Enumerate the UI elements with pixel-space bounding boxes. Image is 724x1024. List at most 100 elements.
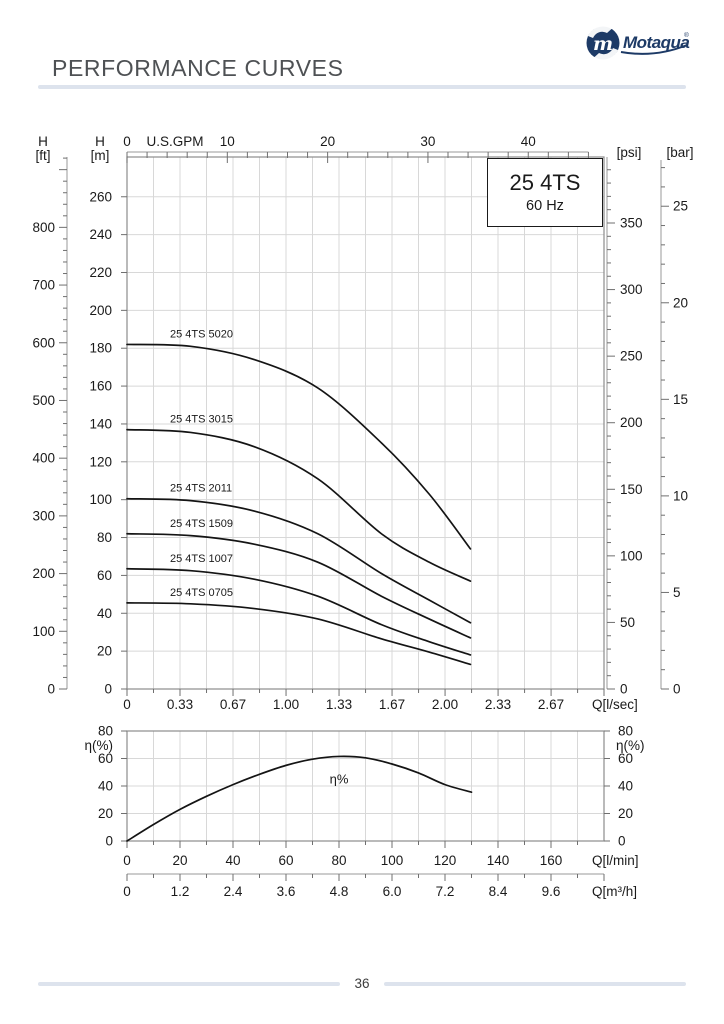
ft-axis-title: H: [38, 134, 48, 149]
gpm-tick-label: 0: [123, 134, 131, 149]
m-tick-label: 240: [89, 227, 112, 242]
gpm-tick-label: 10: [220, 134, 235, 149]
registered-mark: ®: [684, 31, 689, 39]
lsec-tick-label: 1.00: [273, 697, 299, 712]
pump-curve: [126, 567, 472, 656]
m3h-tick-label: 7.2: [436, 884, 455, 899]
lmin-tick-label: 20: [172, 853, 187, 868]
footer-divider-right: [383, 981, 686, 986]
gpm-tick-label: 40: [521, 134, 536, 149]
bar-axis-title: [bar]: [666, 145, 693, 160]
m-tick-label: 40: [97, 606, 112, 621]
brand-name: Motaqua: [623, 33, 689, 52]
m-tick-label: 120: [89, 454, 112, 469]
m3h-axis-title: Q[m³/h]: [592, 884, 637, 899]
gpm-tick-label: 30: [420, 134, 435, 149]
lmin-tick-label: 40: [225, 853, 240, 868]
m3h-tick-label: 4.8: [330, 884, 349, 899]
pump-curve: [126, 497, 472, 624]
eff-tick-label: 80: [98, 724, 113, 739]
brand-logo: m Motaqua ®: [583, 20, 693, 66]
ft-tick-label: 100: [32, 624, 55, 639]
logo-swoosh: [620, 44, 688, 55]
m3h-tick-label: 9.6: [542, 884, 561, 899]
m-tick-label: 160: [89, 379, 112, 394]
eff-tick-label: 80: [618, 724, 633, 739]
psi-tick-label: 250: [620, 349, 643, 364]
m-tick-label: 20: [97, 644, 112, 659]
curve-label: 25 4TS 1509: [170, 518, 233, 530]
curve-label: 25 4TS 3015: [170, 414, 233, 426]
curve-label: 25 4TS 1007: [170, 553, 233, 565]
ft-tick-label: 0: [47, 682, 55, 697]
lsec-tick-label: 2.67: [538, 697, 564, 712]
ft-axis-title: [ft]: [35, 148, 50, 163]
logo-swirl-top: [588, 25, 612, 38]
m-tick-label: 220: [89, 265, 112, 280]
psi-tick-label: 200: [620, 415, 643, 430]
eff-tick-label: 40: [98, 779, 113, 794]
pump-curve: [126, 343, 472, 550]
curve-label: 25 4TS 2011: [170, 483, 232, 495]
brand-logo-svg: m Motaqua ®: [586, 25, 690, 61]
pump-curve: [126, 428, 472, 582]
eff-tick-label: 20: [618, 806, 633, 821]
m3h-tick-label: 1.2: [171, 884, 190, 899]
bar-tick-label: 20: [673, 295, 688, 310]
psi-tick-label: 350: [620, 216, 643, 231]
lsec-tick-label: 1.67: [379, 697, 405, 712]
psi-axis-title: [psi]: [617, 145, 642, 160]
m-axis-title: [m]: [91, 148, 110, 163]
lmin-tick-label: 140: [487, 853, 510, 868]
ft-tick-label: 400: [32, 451, 55, 466]
bar-tick-label: 15: [673, 392, 688, 407]
m-axis-title: H: [95, 134, 105, 149]
lsec-tick-label: 2.00: [432, 697, 458, 712]
lsec-tick-label: 2.33: [485, 697, 511, 712]
bar-tick-label: 25: [673, 199, 688, 214]
eff-axis-title: η(%): [616, 738, 645, 753]
efficiency-curve: [126, 755, 473, 842]
psi-tick-label: 50: [620, 615, 635, 630]
eff-axis-title: η(%): [84, 738, 113, 753]
lsec-axis-title: Q[l/sec]: [592, 697, 638, 712]
m3h-tick-label: 3.6: [277, 884, 296, 899]
page-footer: 36: [38, 976, 686, 991]
m-tick-label: 100: [89, 492, 112, 507]
curve-label: 25 4TS 5020: [170, 328, 233, 340]
ft-tick-label: 500: [32, 393, 55, 408]
logo-swirl-bottom: [594, 48, 618, 61]
footer-divider-left: [38, 981, 341, 986]
gpm-axis-title: U.S.GPM: [146, 134, 203, 149]
eff-tick-label: 0: [105, 834, 113, 849]
pump-curve: [126, 602, 472, 666]
psi-tick-label: 300: [620, 282, 643, 297]
pump-curve: [126, 532, 472, 639]
ft-tick-label: 700: [32, 278, 55, 293]
gpm-tick-label: 20: [320, 134, 335, 149]
page-number: 36: [354, 976, 370, 991]
bar-tick-label: 0: [673, 682, 681, 697]
lmin-axis-title: Q[l/min]: [592, 853, 639, 868]
psi-tick-label: 150: [620, 482, 643, 497]
model-box: 25 4TS 60 Hz: [487, 158, 603, 227]
ft-tick-label: 800: [32, 220, 55, 235]
lmin-tick-label: 120: [434, 853, 457, 868]
ft-tick-label: 600: [32, 335, 55, 350]
m-tick-label: 260: [89, 189, 112, 204]
m-tick-label: 180: [89, 341, 112, 356]
psi-tick-label: 100: [620, 548, 643, 563]
eff-tick-label: 40: [618, 779, 633, 794]
efficiency-curve-label: η%: [330, 771, 349, 786]
m-tick-label: 140: [89, 416, 112, 431]
lsec-tick-label: 0.67: [220, 697, 246, 712]
lmin-tick-label: 0: [123, 853, 131, 868]
ft-tick-label: 200: [32, 566, 55, 581]
ft-tick-label: 300: [32, 508, 55, 523]
eff-tick-label: 60: [98, 751, 113, 766]
lmin-tick-label: 160: [540, 853, 563, 868]
lsec-tick-label: 0: [123, 697, 131, 712]
header-divider: [38, 85, 686, 89]
m3h-tick-label: 0: [123, 884, 131, 899]
